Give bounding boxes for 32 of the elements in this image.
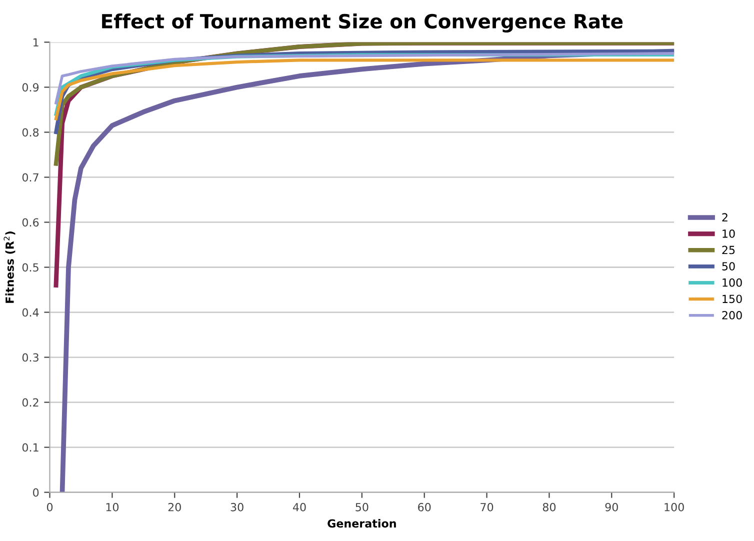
- x-tick-label: 100: [664, 502, 684, 512]
- x-tick-label: 20: [168, 502, 181, 512]
- y-tick-label: 0.1: [22, 443, 38, 452]
- y-tick-label: 0.3: [22, 353, 38, 362]
- x-tick-label: 60: [418, 502, 431, 512]
- x-axis-title: Generation: [328, 519, 396, 528]
- legend-label: 200: [722, 311, 742, 320]
- legend-label: 150: [722, 294, 742, 304]
- y-tick-label: 0.4: [22, 308, 39, 317]
- y-tick-label: 1: [34, 38, 38, 46]
- x-tick-label: 80: [542, 502, 556, 512]
- y-tick-label: 0.5: [22, 263, 38, 272]
- y-tick-label: 0.9: [22, 83, 39, 92]
- y-tick-label: 0.2: [22, 398, 38, 407]
- legend-label: 10: [722, 229, 735, 238]
- x-tick-label: 70: [480, 502, 494, 512]
- x-tick-label: 30: [230, 502, 244, 512]
- y-axis-title: Fitness (R$^{2}$): [4, 232, 16, 303]
- legend-label: 100: [722, 278, 742, 287]
- x-tick-label: 40: [292, 502, 306, 512]
- legend-label: 50: [722, 262, 735, 270]
- y-tick-label: 0.8: [22, 128, 39, 137]
- y-tick-label: 0: [33, 488, 39, 497]
- chart-title: Effect of Tournament Size on Convergence Rate: [102, 14, 623, 33]
- x-tick-label: 0: [46, 502, 53, 512]
- x-tick-label: 50: [356, 502, 368, 512]
- y-tick-label: 0.6: [22, 218, 39, 227]
- x-tick-label: 90: [605, 502, 618, 512]
- legend-label: 25: [722, 246, 735, 254]
- legend-label: 2: [722, 213, 728, 222]
- x-tick-label: 10: [106, 502, 119, 512]
- y-tick-label: 0.7: [22, 173, 38, 182]
